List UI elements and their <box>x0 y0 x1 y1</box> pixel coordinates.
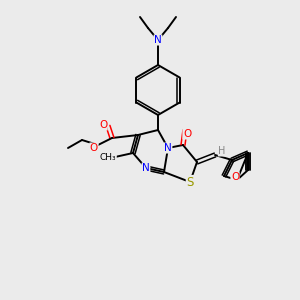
Text: N: N <box>154 35 162 45</box>
Text: H: H <box>218 146 226 156</box>
Text: O: O <box>231 172 239 182</box>
Text: N: N <box>164 143 172 153</box>
Text: O: O <box>90 143 98 153</box>
Text: CH₃: CH₃ <box>100 152 116 161</box>
Text: O: O <box>99 120 107 130</box>
Text: O: O <box>183 129 191 139</box>
Text: S: S <box>186 176 194 188</box>
Text: N: N <box>142 163 150 173</box>
